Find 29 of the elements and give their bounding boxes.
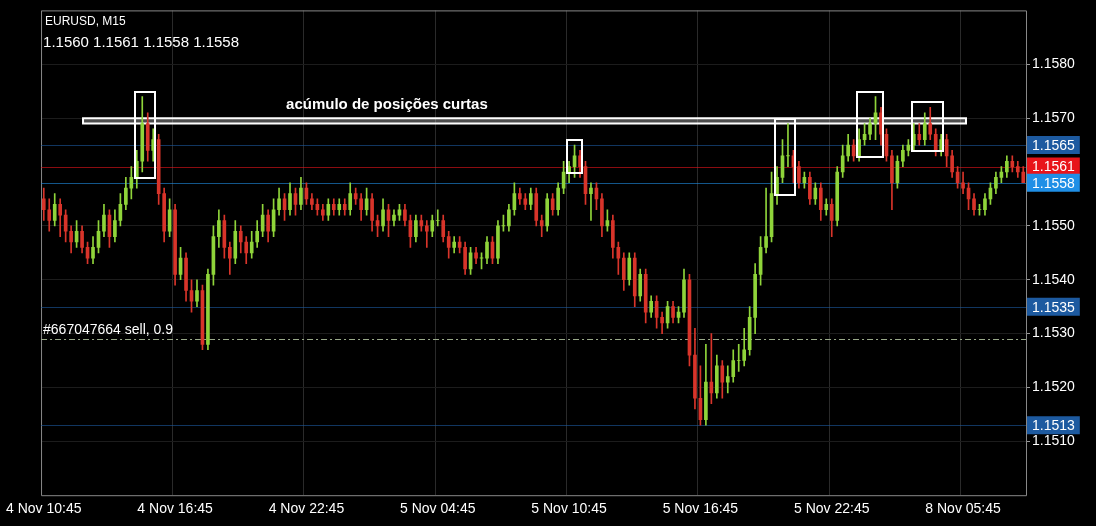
ref-line-label: 1.1535: [1032, 298, 1076, 315]
candlestick: [424, 220, 429, 248]
y-tick-label: 1.1570: [1032, 108, 1076, 125]
x-tick-label: 5 Nov 10:45: [531, 500, 608, 517]
candlestick: [589, 182, 593, 221]
y-tick-label: 1.1550: [1032, 216, 1076, 233]
y-tick-label: 1.1510: [1032, 432, 1076, 449]
y-tick-label: 1.1530: [1032, 324, 1076, 341]
y-tick-label: 1.1540: [1032, 270, 1076, 287]
candlestick: [786, 123, 790, 167]
x-tick-label: 5 Nov 16:45: [662, 500, 739, 517]
y-tick-label: 1.1520: [1032, 378, 1076, 395]
ref-line-label: 1.1565: [1032, 136, 1076, 153]
ref-line-label: 1.1558: [1032, 174, 1076, 191]
x-tick-label: 5 Nov 04:45: [400, 500, 476, 517]
band-label: acúmulo de posições curtas: [286, 94, 488, 112]
ref-line-label: 1.1513: [1032, 417, 1076, 434]
candlestick: [435, 209, 440, 227]
x-tick-label: 4 Nov 10:45: [6, 500, 82, 517]
x-tick-label: 5 Nov 22:45: [793, 500, 870, 517]
x-tick-label: 4 Nov 16:45: [137, 500, 214, 517]
y-tick-label: 1.1580: [1032, 55, 1076, 72]
x-tick-label: 4 Nov 22:45: [268, 500, 345, 517]
text: 1.1560 1.1561 1.1558 1.1558: [43, 33, 240, 51]
chart-title: EURUSD, M15: [45, 13, 127, 28]
ref-line-label: #667047664 sell, 0.9: [43, 320, 174, 337]
candlestick: [764, 187, 768, 254]
x-tick-label: 8 Nov 05:45: [925, 500, 1002, 517]
ref-line-label: 1.1561: [1032, 158, 1076, 175]
